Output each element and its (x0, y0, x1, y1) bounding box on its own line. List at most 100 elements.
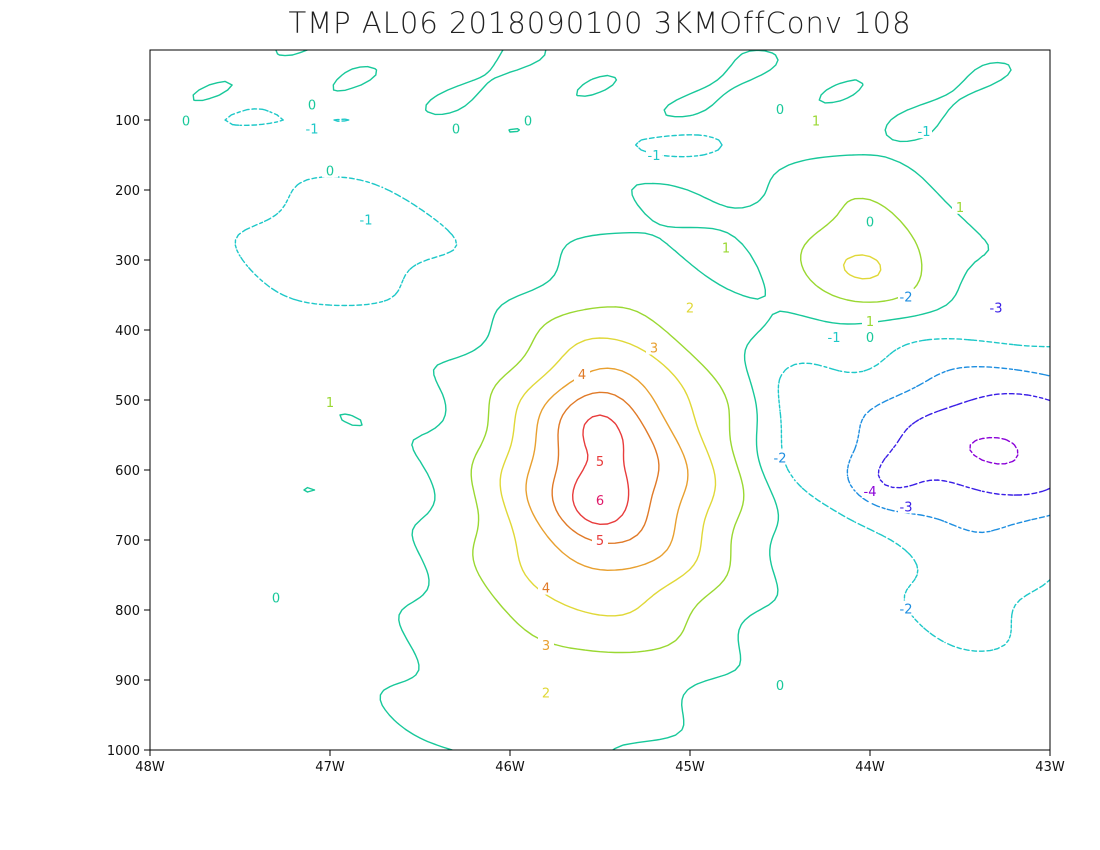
x-axis: 48W 47W 46W 45W 44W 43W (135, 750, 1065, 775)
contour-label: -1 (828, 331, 841, 346)
y-tick-label: 500 (115, 394, 140, 409)
contour-label-bg (826, 329, 842, 344)
x-tick-label: 45W (675, 760, 705, 775)
contour-label-bg (646, 147, 662, 162)
contour-label: 0 (776, 679, 784, 694)
contour-label-bg (538, 579, 554, 595)
y-tick-label: 300 (115, 254, 140, 269)
contour-label-bg (592, 492, 608, 508)
contour-label: 1 (866, 315, 874, 330)
contour-line (846, 366, 1050, 534)
contour-label: -1 (360, 213, 373, 228)
contour-label-bg (646, 339, 662, 355)
contour-label: 1 (722, 241, 730, 256)
contour-label: -3 (990, 302, 1003, 317)
contour-label-bg (178, 112, 194, 128)
contour-label-bg (322, 394, 338, 410)
contour-label: 4 (578, 368, 586, 383)
contour-label: -1 (918, 125, 931, 140)
contour-label-bg (916, 123, 932, 139)
y-tick-label: 400 (115, 324, 140, 339)
contour-label: 1 (326, 396, 334, 411)
contour-label: 0 (452, 122, 460, 137)
plot-frame (149, 49, 1051, 751)
contour-label: 5 (596, 534, 604, 549)
chart-title: TMP AL06 2018090100 3KMOffConv 108 (288, 6, 911, 40)
contour-label-bg (862, 483, 878, 498)
contour-label: 0 (272, 591, 280, 606)
contour-label-bg (448, 120, 464, 136)
contour-label: 0 (182, 115, 190, 130)
contour-label-bg (808, 112, 824, 128)
contour-label: 1 (812, 115, 820, 130)
contour-label-bg (988, 299, 1004, 315)
contour-label-bg (898, 288, 914, 304)
x-tick-label: 43W (1035, 760, 1065, 775)
contour-label-bg (538, 684, 554, 700)
contour-line (499, 254, 882, 617)
contour-label-bg (682, 299, 698, 315)
contour-label: -4 (864, 485, 877, 500)
contour-label: 2 (542, 687, 550, 702)
contour-label: -3 (900, 500, 913, 515)
contour-line (572, 414, 630, 525)
contour-label-bg (520, 112, 536, 128)
contour-lines (192, 50, 1050, 750)
contour-label: 0 (776, 103, 784, 118)
contour-label-bg (304, 120, 320, 136)
contour-label: 0 (308, 99, 316, 114)
y-axis: 100 200 300 400 500 600 700 800 900 1000 (107, 114, 150, 759)
contour-label-bg (898, 600, 914, 616)
x-tick-label: 46W (495, 760, 525, 775)
contour-label: -2 (900, 290, 913, 305)
contour-label: -2 (900, 603, 913, 618)
y-tick-label: 900 (115, 674, 140, 689)
contour-label-bg (718, 239, 734, 255)
contour-label-bg (772, 676, 788, 692)
contour-label-bg (322, 162, 338, 178)
contour-label-bg (538, 637, 554, 652)
contour-label: 0 (866, 216, 874, 231)
y-tick-label: 100 (115, 114, 140, 129)
contour-label-bg (862, 312, 878, 328)
x-tick-label: 48W (135, 760, 165, 775)
y-tick-label: 700 (115, 534, 140, 549)
y-tick-label: 600 (115, 464, 140, 479)
contour-labels: -1011223344556-2-2-2-3-3-4-1001100-100-1… (178, 96, 1004, 702)
contour-label: 0 (326, 164, 334, 179)
contour-label: 0 (524, 115, 532, 130)
contour-label-bg (772, 449, 788, 465)
contour-label: 6 (596, 494, 604, 509)
contour-label-bg (358, 211, 374, 227)
y-tick-label: 1000 (107, 744, 140, 759)
contour-line (969, 436, 1019, 465)
contour-label-bg (862, 213, 878, 229)
contour-label: -1 (648, 149, 661, 164)
y-tick-label: 200 (115, 184, 140, 199)
contour-label: 3 (650, 342, 658, 357)
contour-line (525, 367, 689, 571)
y-tick-label: 800 (115, 604, 140, 619)
contour-label: 2 (686, 302, 694, 317)
contour-label: 0 (866, 331, 874, 346)
contour-line (224, 108, 1050, 652)
contour-line (551, 391, 660, 544)
contour-label-bg (772, 100, 788, 116)
contour-label-bg (268, 589, 284, 605)
contour-label-bg (952, 198, 968, 214)
contour-label-bg (574, 366, 590, 382)
contour-label-bg (592, 452, 608, 468)
contour-label: 5 (596, 455, 604, 470)
contour-label-bg (592, 532, 608, 547)
contour-label: -2 (774, 451, 787, 466)
contour-line (470, 197, 923, 654)
contour-label: -1 (306, 122, 319, 137)
contour-label: 4 (542, 582, 550, 597)
contour-label: 1 (956, 201, 964, 216)
contour-label-bg (862, 329, 878, 344)
contour-line (877, 393, 1050, 496)
x-tick-label: 47W (315, 760, 345, 775)
contour-label-bg (898, 498, 914, 514)
x-tick-label: 44W (855, 760, 885, 775)
